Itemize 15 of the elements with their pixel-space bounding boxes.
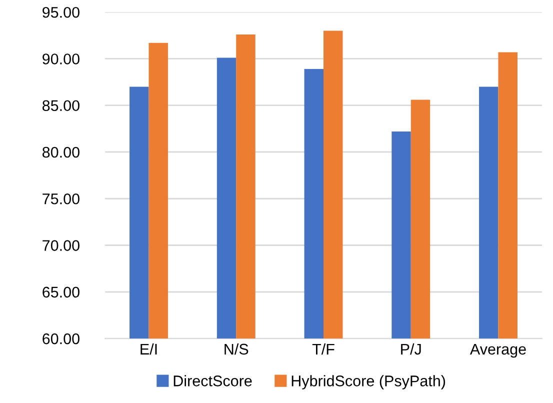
x-tick-label: E/I [140,343,157,355]
y-tick-label: 85.00 [42,100,80,112]
x-tick-label: T/F [312,343,334,355]
y-tick-label: 80.00 [42,146,80,158]
x-tick-label: P/J [401,343,421,355]
legend-label: DirectScore [174,375,252,386]
x-tick-label: N/S [224,343,248,355]
y-tick-label: 75.00 [42,193,80,204]
y-tick-label: 60.00 [42,333,80,344]
x-tick-label: Average [470,344,526,358]
legend-label: HybridScore (PsyPath) [292,375,446,390]
y-tick-label: 65.00 [42,286,80,298]
y-tick-label: 95.00 [42,6,80,18]
y-tick-label: 90.00 [42,54,80,64]
y-tick-label: 70.00 [42,240,80,251]
